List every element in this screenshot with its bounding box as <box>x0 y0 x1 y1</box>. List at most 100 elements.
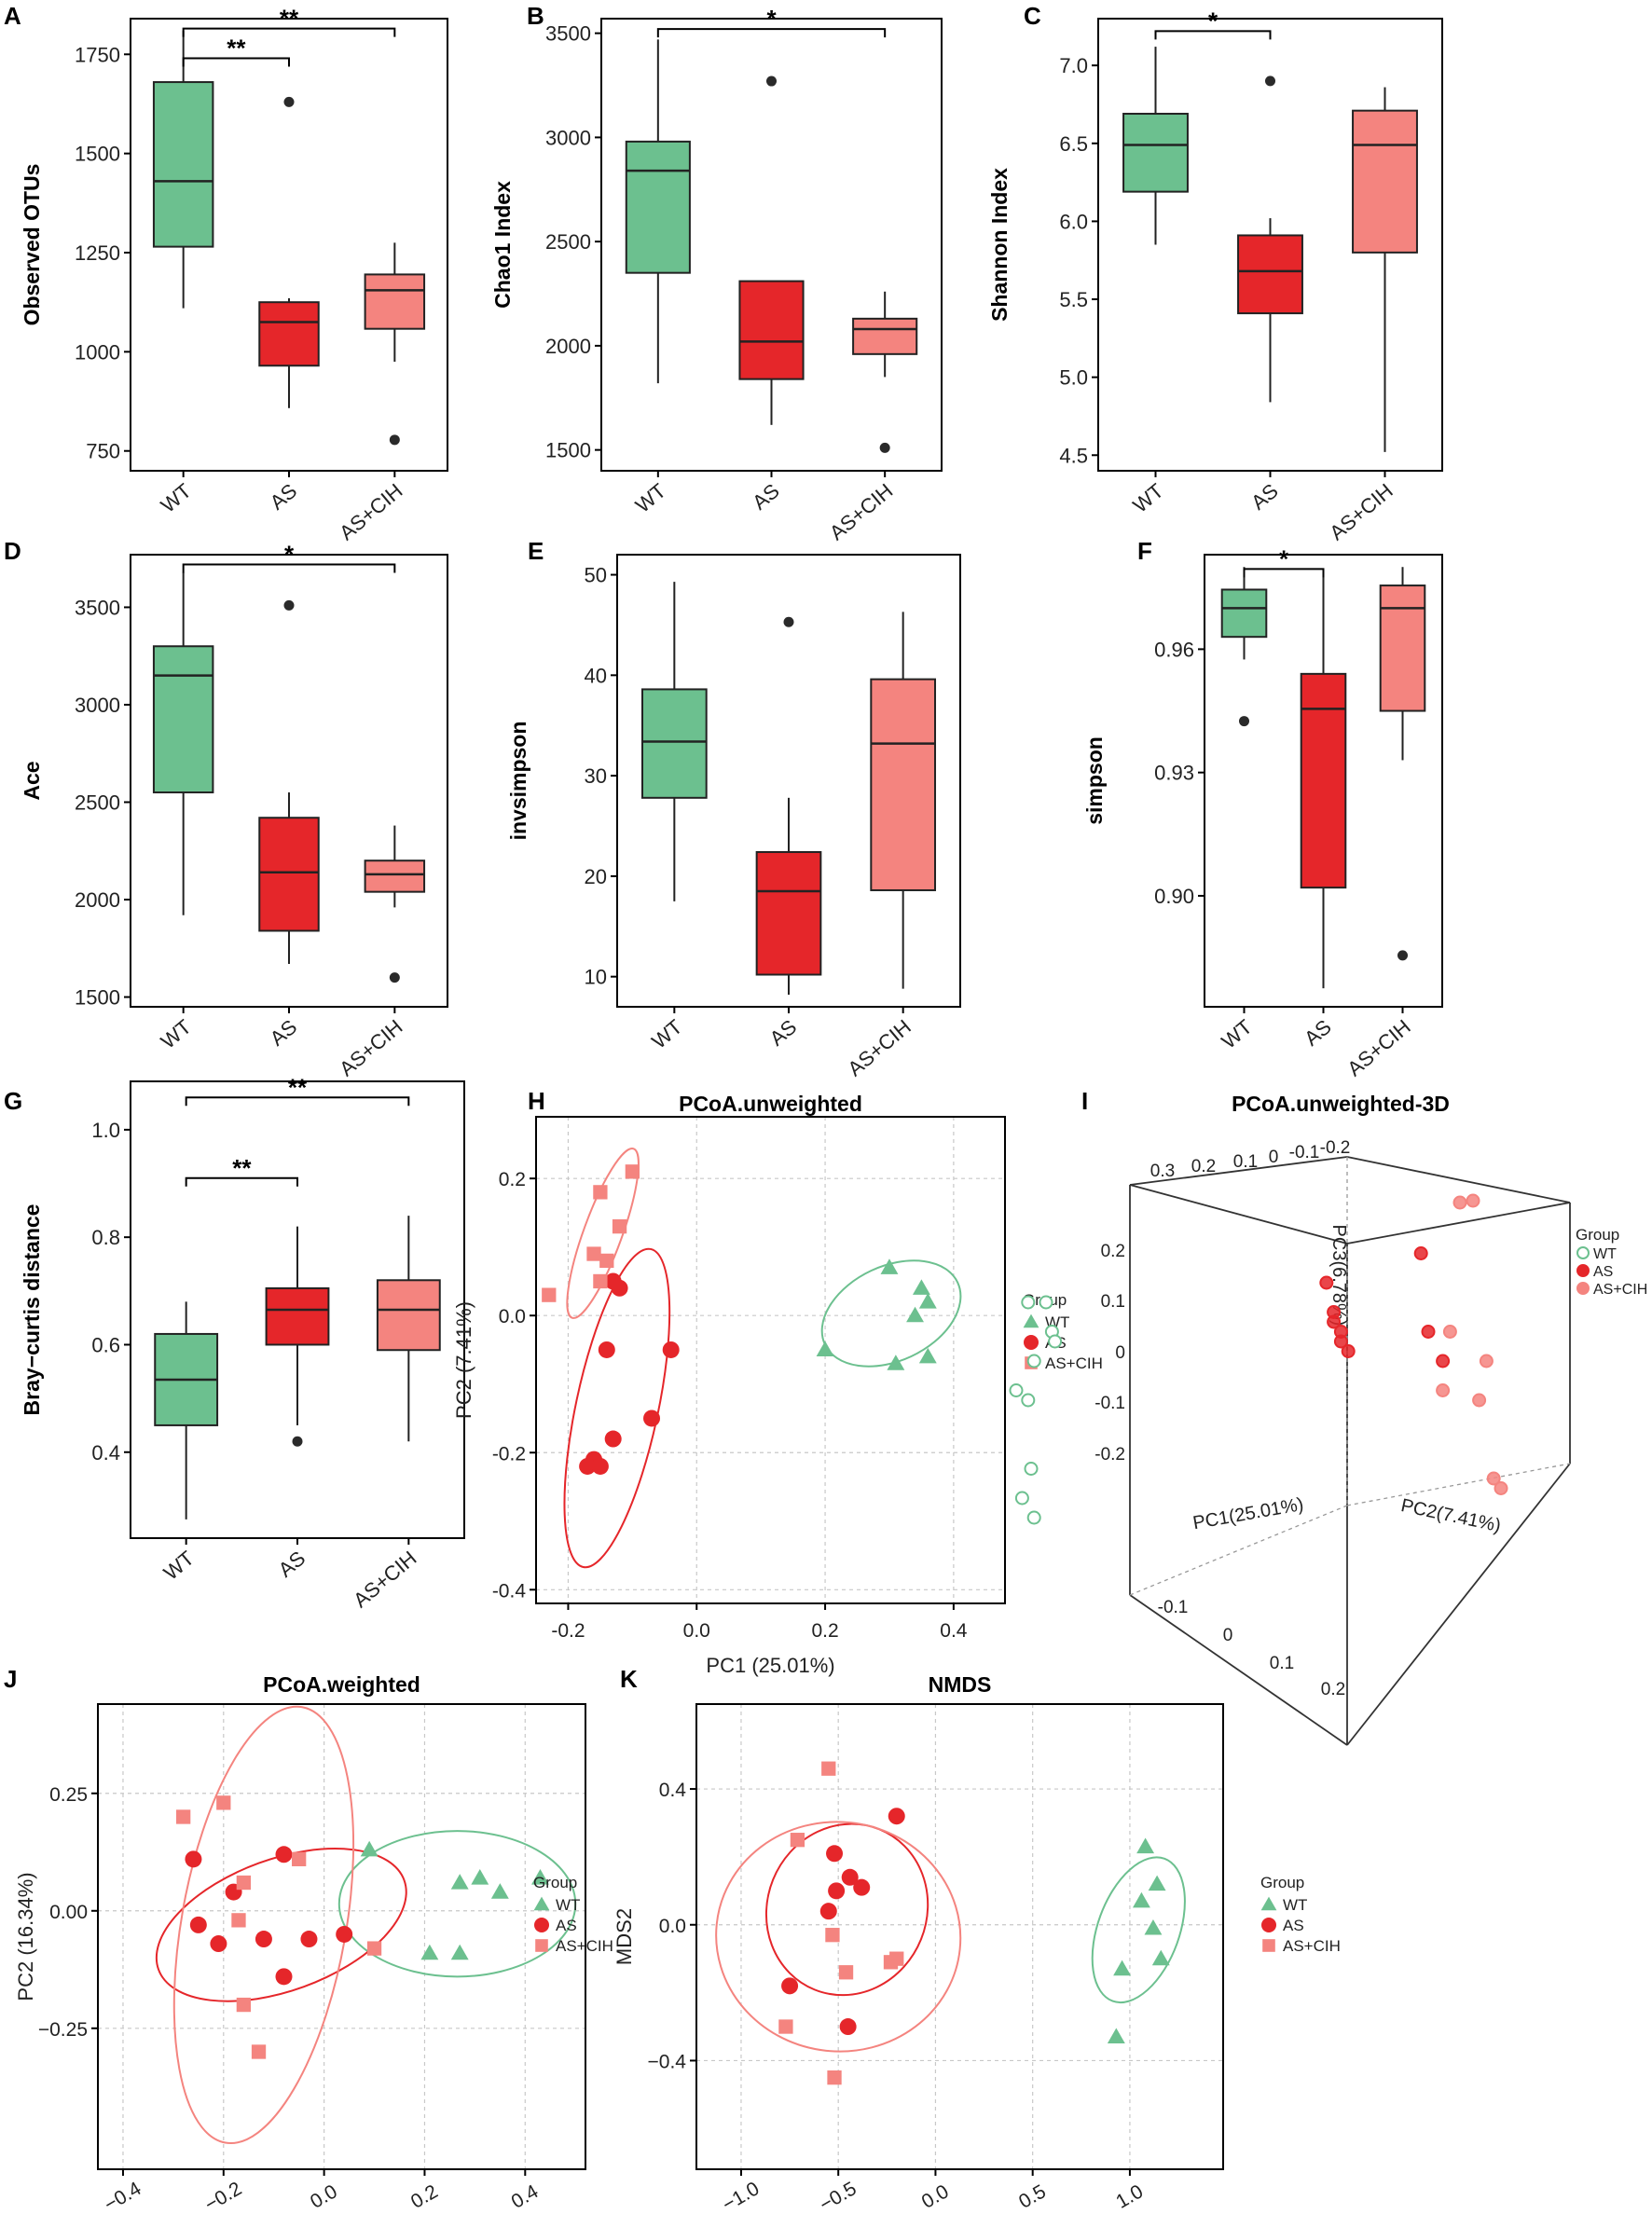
box-as <box>258 301 320 367</box>
x-tick-label: AS+CIH <box>825 479 897 545</box>
x-tick-label: AS <box>266 479 302 515</box>
y-tick-label: 0.0 <box>659 1916 686 1937</box>
point-marker <box>1486 1471 1501 1486</box>
point-marker <box>593 1273 608 1289</box>
box-as <box>755 851 822 976</box>
cube-edge <box>1129 1184 1348 1245</box>
point-marker <box>292 1851 307 1866</box>
significance-bracket <box>1243 568 1325 578</box>
confidence-ellipse-wt <box>337 1830 577 1978</box>
y-tick-label: 1000 <box>75 340 120 364</box>
y-tick-label: 1500 <box>545 439 591 462</box>
y-tick-label: 0.25 <box>49 1784 88 1806</box>
x-tick-label: 0.4 <box>940 1620 968 1642</box>
outlier-point <box>1239 716 1249 727</box>
point-marker <box>1014 1491 1029 1506</box>
axis-tick-label: -0.1 <box>1094 1394 1125 1413</box>
cube-edge <box>1346 1156 1571 1203</box>
panel-h: -0.2 0.0 0.2 0.4 -0.4 -0.2 0.0 0.2 PCoA.unweight… <box>452 1092 1103 1677</box>
y-tick-label: 10 <box>585 966 607 989</box>
point-marker <box>275 1968 293 1986</box>
point-marker <box>604 1272 622 1290</box>
axis-title-pc3: PC3(6.78%) <box>1328 1225 1349 1327</box>
point-marker <box>176 1809 191 1824</box>
point-marker <box>1341 1344 1356 1358</box>
point-marker <box>533 1896 550 1911</box>
box-as <box>265 1286 330 1346</box>
point-marker <box>1421 1325 1436 1339</box>
point-marker <box>231 1913 246 1928</box>
point-marker <box>420 1944 439 1960</box>
significance-label: * <box>284 540 295 568</box>
outlier-point <box>389 972 400 983</box>
y-tick-label: 3000 <box>75 694 120 717</box>
point-marker <box>838 1965 854 1980</box>
y-tick-label: 6.5 <box>1059 132 1088 156</box>
point-marker <box>887 1355 905 1370</box>
box-wt <box>152 645 214 794</box>
point-marker <box>1413 1246 1428 1260</box>
point-marker <box>1144 1918 1163 1935</box>
x-tick-label: AS <box>765 1015 802 1051</box>
panel-f: * 0.90 0.93 0.96 simpson <box>1082 544 1443 1013</box>
point-marker <box>490 1883 509 1899</box>
significance-bracket <box>185 1096 410 1107</box>
point-marker <box>210 1935 227 1953</box>
point-marker <box>531 1869 549 1885</box>
point-marker <box>839 2018 857 2036</box>
point-marker <box>1024 1462 1039 1476</box>
panel-label-b: B <box>527 2 544 30</box>
axis-tick-label: -0.1 <box>1289 1143 1320 1162</box>
panel-label-e: E <box>528 537 544 565</box>
x-tick-label: WT <box>647 1015 686 1053</box>
plot-frame <box>97 1703 586 2170</box>
point-marker <box>1113 1960 1132 1976</box>
outlier-point <box>283 599 295 611</box>
point-marker <box>819 1903 837 1920</box>
y-tick-label: 0.93 <box>1154 762 1194 785</box>
x-tick-label: WT <box>1128 479 1167 517</box>
confidence-ellipse-as <box>764 1822 929 1997</box>
point-marker <box>1319 1275 1334 1290</box>
x-tick-label: WT <box>157 479 196 517</box>
point-marker <box>1048 1334 1063 1349</box>
axis-tick-label: 0.3 <box>1150 1162 1175 1181</box>
point-marker <box>853 1878 871 1896</box>
axis-tick-label: -0.1 <box>1158 1598 1189 1617</box>
point-marker <box>236 1997 252 2013</box>
axis-title-pc2: PC2(7.41%) <box>1399 1495 1503 1536</box>
y-tick-label: 50 <box>585 564 607 587</box>
y-axis-title: Ace <box>20 761 44 800</box>
point-marker <box>604 1430 622 1448</box>
y-axis-title: Observed OTUs <box>20 164 44 326</box>
point-marker <box>1452 1195 1467 1210</box>
point-marker <box>1494 1481 1508 1495</box>
x-tick-label: 0.5 <box>1015 2180 1050 2213</box>
panel-label-c: C <box>1024 2 1041 30</box>
point-marker <box>251 2044 267 2059</box>
y-tick-label: 20 <box>585 865 607 888</box>
panel-label-a: A <box>4 2 21 30</box>
x-tick-label: WT <box>1217 1015 1256 1053</box>
significance-bracket <box>182 27 396 37</box>
point-marker <box>912 1279 930 1295</box>
outlier-point <box>389 434 400 446</box>
outlier-point <box>283 96 295 107</box>
y-axis-title: Bray−curtis distance <box>20 1204 44 1416</box>
y-tick-label: 3500 <box>545 22 591 46</box>
x-tick-label: −0.4 <box>101 2178 145 2214</box>
point-marker <box>1436 1383 1451 1397</box>
y-tick-label: 1.0 <box>91 1119 120 1142</box>
panel-label-j: J <box>4 1665 17 1693</box>
y-tick-label: 0.8 <box>91 1226 120 1249</box>
legend-entry: WT <box>556 1896 580 1914</box>
y-tick-label: 5.0 <box>1059 366 1088 390</box>
legend-entry: AS+CIH <box>1283 1937 1341 1955</box>
significance-label: ** <box>288 1073 308 1101</box>
outlier-point <box>1265 76 1275 87</box>
point-marker <box>236 1875 252 1891</box>
panel-label-h: H <box>528 1087 545 1115</box>
legend-title: Group <box>533 1874 577 1891</box>
point-marker <box>906 1306 924 1323</box>
x-tick-label: 0.4 <box>508 2180 543 2213</box>
